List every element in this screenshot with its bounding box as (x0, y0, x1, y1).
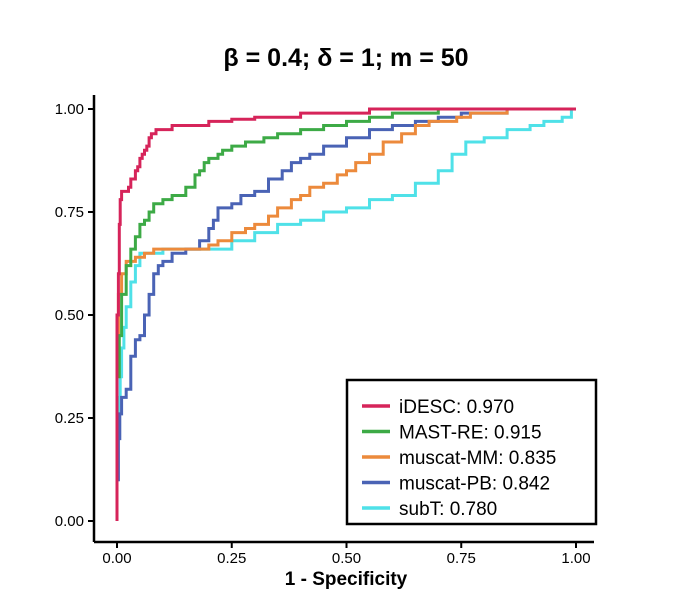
series-line-idesc (115, 107, 576, 521)
legend-label: iDESC: 0.970 (399, 397, 514, 418)
legend: iDESC: 0.970 MAST-RE: 0.915 muscat-MM: 0.8… (345, 378, 598, 526)
legend-label: muscat-MM: 0.835 (399, 448, 556, 469)
y-tick-label: 1.00 (55, 101, 84, 118)
legend-box (345, 378, 598, 526)
y-tick-label: 0.25 (55, 410, 84, 427)
plot-area (115, 107, 576, 521)
x-axis-title: 1 - Specificity (285, 569, 408, 590)
chart-title: β = 0.4; δ = 1; m = 50 (223, 44, 468, 72)
y-axis-ticks: 0.00 0.25 0.50 0.75 1.00 (55, 101, 94, 530)
y-tick-label: 0.75 (55, 204, 84, 221)
x-tick-label: 0.25 (217, 550, 246, 567)
x-tick-label: 0.00 (102, 550, 131, 567)
legend-label: MAST-RE: 0.915 (399, 423, 542, 444)
x-tick-label: 1.00 (561, 550, 590, 567)
series-line-muscat-mm (115, 107, 576, 521)
y-tick-label: 0.50 (55, 307, 84, 324)
series-line-subt (115, 107, 576, 521)
series-line-muscat-pb (115, 107, 576, 521)
x-tick-label: 0.50 (332, 550, 361, 567)
y-tick-label: 0.00 (55, 513, 84, 530)
series-line-mast-re (115, 107, 576, 521)
x-axis-ticks: 0.00 0.25 0.50 0.75 1.00 (102, 542, 591, 567)
legend-label: muscat-PB: 0.842 (399, 474, 550, 495)
x-tick-label: 0.75 (447, 550, 476, 567)
legend-label: subT: 0.780 (399, 499, 497, 520)
